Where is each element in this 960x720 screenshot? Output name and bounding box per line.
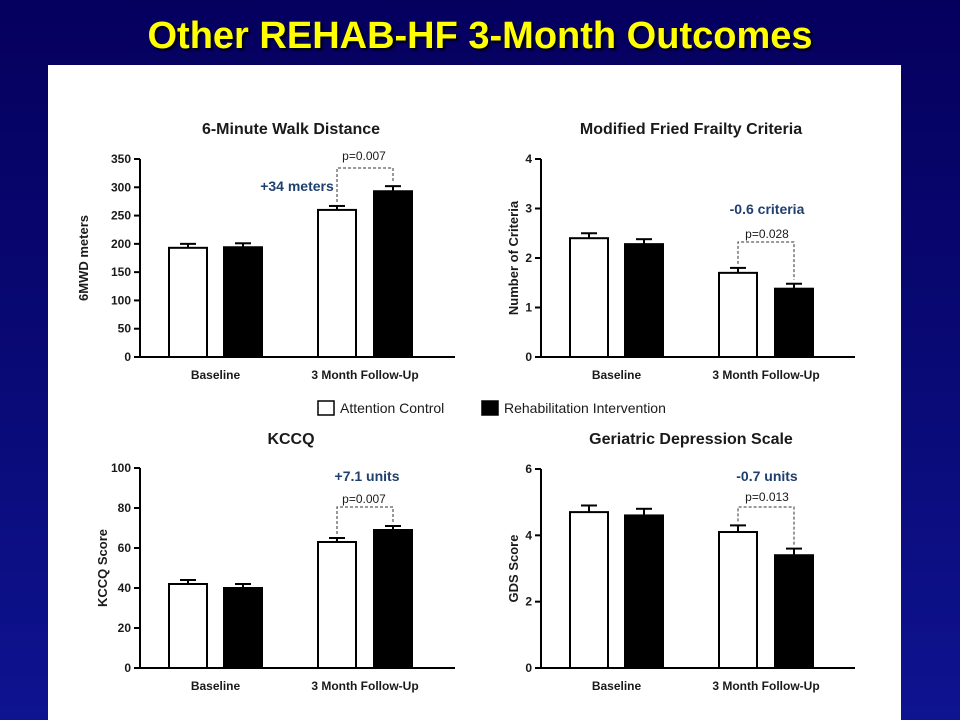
intervention-bar xyxy=(373,190,413,358)
control-bar xyxy=(718,531,758,669)
intervention-bar xyxy=(774,554,814,670)
p-value-label: p=0.007 xyxy=(342,492,386,506)
effect-annotation: -0.6 criteria xyxy=(730,201,805,217)
x-tick-label: 3 Month Follow-Up xyxy=(311,679,418,693)
slide-title: Other REHAB-HF 3-Month Outcomes xyxy=(147,15,813,57)
intervention-bar xyxy=(624,514,664,670)
y-tick-label: 40 xyxy=(118,581,132,595)
y-tick-label: 20 xyxy=(118,621,132,635)
p-value-label: p=0.013 xyxy=(745,490,789,504)
y-axis-label: GDS Score xyxy=(506,535,521,603)
intervention-bar xyxy=(223,587,263,669)
control-bar xyxy=(569,237,609,358)
chart-2: Modified Fried Frailty Criteria 0 1 2 3 4 Numb… xyxy=(506,121,855,382)
y-tick-label: 350 xyxy=(111,152,131,166)
y-axis-label: Number of Criteria xyxy=(506,200,521,315)
x-tick-label: Baseline xyxy=(592,368,642,382)
significance-bracket xyxy=(336,506,394,534)
control-bar xyxy=(317,208,357,358)
chart-1: 6-Minute Walk Distance 0 50 100 150 200 250 300… xyxy=(76,121,455,382)
control-bar xyxy=(317,541,357,669)
x-tick-label: 3 Month Follow-Up xyxy=(712,679,819,693)
y-tick-label: 60 xyxy=(118,541,132,555)
chart-4: Geriatric Depression Scale 0 2 4 6 GDS Score B… xyxy=(506,431,855,693)
chart-title: Geriatric Depression Scale xyxy=(589,431,793,448)
legend: Attention Control Rehabilitation Interve… xyxy=(317,400,666,416)
y-tick-label: 2 xyxy=(525,251,532,265)
intervention-bar xyxy=(223,246,263,359)
y-tick-label: 200 xyxy=(111,237,131,251)
intervention-bar xyxy=(624,243,664,358)
effect-annotation: +34 meters xyxy=(260,178,334,194)
y-axis-label: KCCQ Score xyxy=(95,529,110,607)
p-value-label: p=0.028 xyxy=(745,227,789,241)
chart-3: KCCQ 0 20 40 60 80 100 KCCQ Score Baseline 3 Mont… xyxy=(95,431,455,693)
legend-label-control: Attention Control xyxy=(340,400,444,416)
y-tick-label: 2 xyxy=(525,595,532,609)
x-tick-label: Baseline xyxy=(592,679,642,693)
legend-label-intervention: Rehabilitation Intervention xyxy=(504,400,666,416)
y-tick-label: 0 xyxy=(124,350,131,364)
effect-annotation: +7.1 units xyxy=(335,468,400,484)
significance-bracket xyxy=(737,241,795,280)
y-tick-label: 250 xyxy=(111,209,131,223)
control-bar xyxy=(168,583,208,669)
significance-bracket xyxy=(737,506,795,545)
y-tick-label: 1 xyxy=(525,301,532,315)
significance-bracket xyxy=(336,167,394,202)
x-tick-label: 3 Month Follow-Up xyxy=(311,368,418,382)
y-tick-label: 3 xyxy=(525,202,532,216)
y-tick-label: 50 xyxy=(118,322,132,336)
x-tick-label: 3 Month Follow-Up xyxy=(712,368,819,382)
y-tick-label: 80 xyxy=(118,501,132,515)
intervention-bar xyxy=(774,287,814,358)
x-tick-label: Baseline xyxy=(191,368,241,382)
chart-title: 6-Minute Walk Distance xyxy=(202,121,380,138)
y-tick-label: 100 xyxy=(111,461,131,475)
chart-title: Modified Fried Frailty Criteria xyxy=(580,121,802,138)
p-value-label: p=0.007 xyxy=(342,149,386,163)
effect-annotation: -0.7 units xyxy=(736,468,798,484)
y-tick-label: 150 xyxy=(111,265,131,279)
y-tick-label: 6 xyxy=(525,462,532,476)
y-tick-label: 100 xyxy=(111,293,131,307)
y-tick-label: 4 xyxy=(525,528,532,542)
legend-swatch-intervention xyxy=(481,400,499,416)
y-tick-label: 0 xyxy=(124,661,131,675)
y-tick-label: 300 xyxy=(111,180,131,194)
legend-swatch-control xyxy=(317,400,335,416)
x-tick-label: Baseline xyxy=(191,679,241,693)
chart-title: KCCQ xyxy=(267,431,314,448)
control-bar xyxy=(718,271,758,359)
intervention-bar xyxy=(373,529,413,669)
y-tick-label: 4 xyxy=(525,152,532,166)
control-bar xyxy=(168,246,208,358)
y-tick-label: 0 xyxy=(525,661,532,675)
y-axis-label: 6MWD meters xyxy=(76,215,91,301)
control-bar xyxy=(569,511,609,669)
y-tick-label: 0 xyxy=(525,350,532,364)
